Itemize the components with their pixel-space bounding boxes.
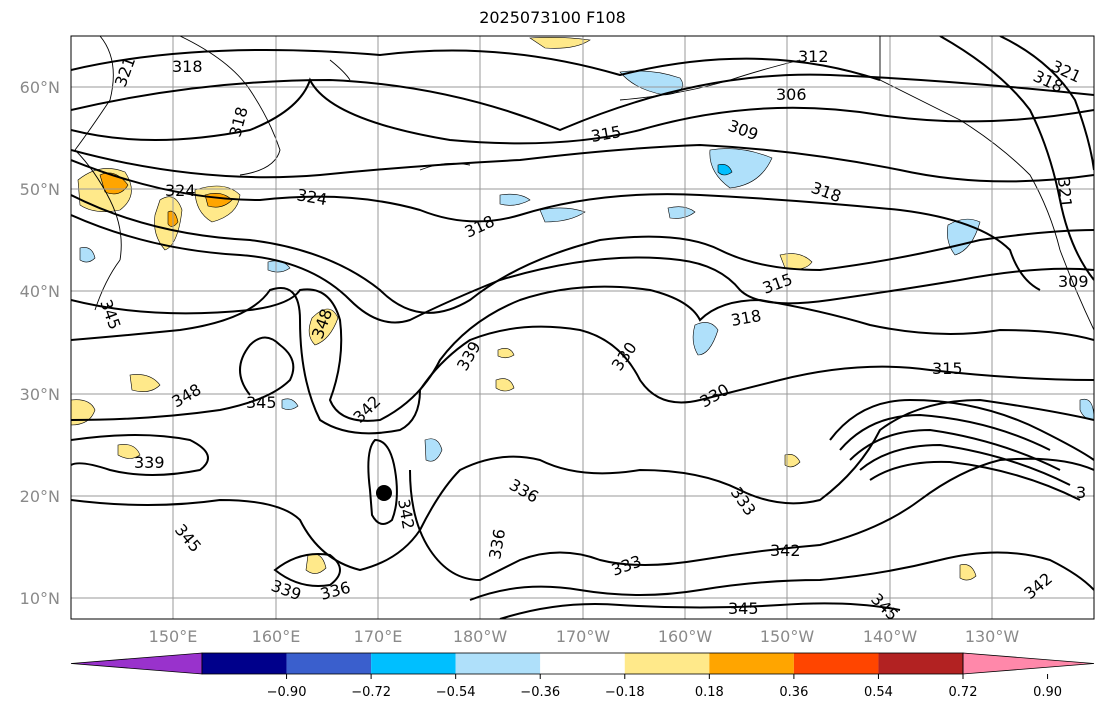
storm-center-marker	[376, 485, 392, 501]
lon-tick-label: 180°W	[453, 627, 508, 646]
contour-label: 345	[728, 599, 759, 618]
map-panel: 318 321 318 324 324 318 315 312 306 309 …	[71, 36, 1094, 619]
lon-tick-label: 160°W	[658, 627, 713, 646]
lat-tick-label: 60°N	[20, 78, 60, 97]
lon-tick-label: 150°E	[149, 627, 198, 646]
colorbar-max-extension	[962, 652, 1095, 675]
contour-label: 318	[172, 57, 203, 76]
lon-tick-label: 130°W	[965, 627, 1020, 646]
contour-label: 321	[1054, 177, 1076, 209]
contour-label: 324	[165, 181, 196, 200]
colorbar-tick-label: −0.18	[605, 685, 645, 700]
colorbar: −0.90 −0.72 −0.54 −0.36 −0.18 0.18 0.36 0.54 0.7…	[70, 652, 1095, 700]
contour-label: 306	[776, 85, 807, 104]
colorbar-segment	[371, 653, 456, 674]
colorbar-tick-label: −0.36	[520, 685, 560, 700]
colorbar-tick-label: 0.18	[695, 685, 724, 700]
colorbar-outline	[201, 652, 964, 675]
chart-title: 2025073100 F108	[479, 8, 626, 27]
colorbar-tick-label: 0.90	[1033, 685, 1062, 700]
colorbar-min-extension	[70, 652, 203, 675]
lat-tick-label: 30°N	[20, 385, 60, 404]
gridlines	[71, 36, 1094, 619]
colorbar-segment	[709, 653, 794, 674]
colorbar-tick-label: −0.72	[351, 685, 391, 700]
lon-tick-label: 140°W	[863, 627, 918, 646]
contour-label: 3	[1076, 483, 1086, 502]
contour-label: 309	[1058, 272, 1089, 291]
colorbar-tick-label: 0.36	[779, 685, 808, 700]
colorbar-segment	[286, 653, 372, 674]
lat-tick-label: 20°N	[20, 487, 60, 506]
lon-tick-label: 170°E	[354, 627, 403, 646]
shading-layer	[71, 37, 1094, 581]
colorbar-segment	[540, 653, 625, 674]
contour-label: 339	[134, 453, 165, 472]
lon-tick-label: 150°W	[760, 627, 815, 646]
colorbar-segment	[624, 653, 710, 674]
lat-tick-label: 50°N	[20, 180, 60, 199]
colorbar-segment	[793, 653, 879, 674]
map-frame	[70, 35, 1095, 620]
lon-tick-label: 160°E	[252, 627, 301, 646]
contour-labels: 318 321 318 324 324 318 315 312 306 309 …	[96, 47, 1089, 619]
lat-ticks: 60°N 50°N 40°N 30°N 20°N 10°N	[20, 78, 60, 608]
colorbar-segment	[455, 653, 541, 674]
contour-label: 312	[798, 47, 829, 66]
lon-ticks: 150°E 160°E 170°E 180°W 170°W 160°W 150°…	[149, 627, 1020, 646]
lat-tick-label: 40°N	[20, 282, 60, 301]
lat-tick-label: 10°N	[20, 589, 60, 608]
lon-tick-label: 170°W	[556, 627, 611, 646]
contour-label: 315	[932, 359, 963, 378]
colorbar-segment	[202, 653, 287, 674]
contour-label: 345	[246, 393, 277, 412]
contour-layer	[71, 36, 1094, 619]
colorbar-tick-label: −0.54	[436, 685, 476, 700]
colorbar-segment	[878, 653, 963, 674]
contour-label: 342	[770, 541, 801, 560]
colorbar-tick-label: −0.90	[267, 685, 307, 700]
colorbar-tick-label: 0.72	[949, 685, 978, 700]
colorbar-tick-label: 0.54	[864, 685, 893, 700]
